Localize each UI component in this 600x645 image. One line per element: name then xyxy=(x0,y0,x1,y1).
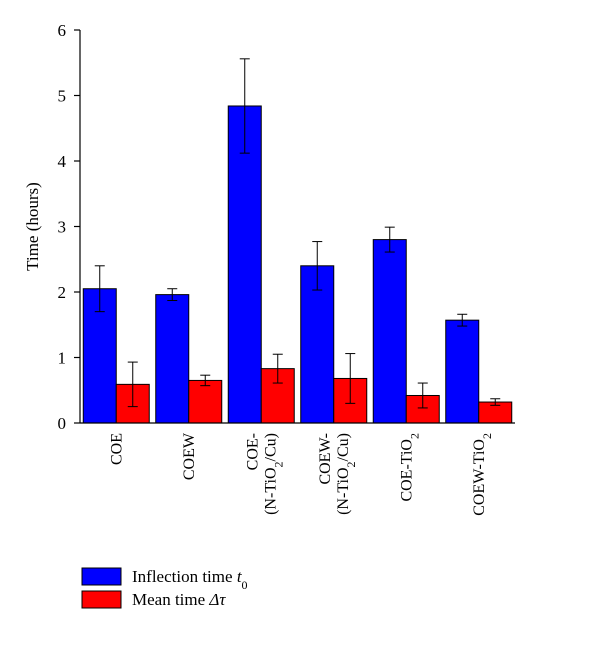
x-category-label-3: COE-(N-TiO2/Cu) xyxy=(244,433,285,515)
mean-error-2 xyxy=(200,374,211,387)
category-label-line1: COEW- xyxy=(317,433,334,485)
category-label-line2: (N-TiO2/Cu) xyxy=(335,433,358,515)
inflection-error-3 xyxy=(239,58,250,154)
inflection-error-5 xyxy=(384,226,395,253)
inflection-error-2 xyxy=(167,288,178,302)
inflection-bar-5 xyxy=(372,239,407,424)
x-category-label-4: COEW-(N-TiO2/Cu) xyxy=(317,433,358,515)
inflection-bar-2 xyxy=(155,294,190,424)
legend-label: Inflection time t0 xyxy=(132,567,248,592)
category-label-line1: COEW-TiO2 xyxy=(471,433,494,516)
category-label-line2: (N-TiO2/Cu) xyxy=(262,433,285,515)
category-label-line1: COE-TiO2 xyxy=(398,433,421,502)
y-tick-label: 2 xyxy=(58,283,67,302)
mean-error-6 xyxy=(490,398,501,406)
inflection-error-4 xyxy=(312,241,323,291)
legend-item-2: Mean time Δτ xyxy=(81,590,226,609)
y-tick-label: 0 xyxy=(58,414,67,433)
legend-item-1: Inflection time t0 xyxy=(81,567,248,592)
category-label-line1: COE xyxy=(108,433,125,465)
inflection-error-6 xyxy=(457,313,468,327)
y-tick-label: 1 xyxy=(58,349,67,368)
bars xyxy=(82,105,513,424)
x-category-label-1: COE xyxy=(108,433,125,465)
error-bars xyxy=(94,58,501,409)
x-axis: COE COEW COE-(N-TiO2/Cu) COEW-(N-TiO2/Cu)CO… xyxy=(80,422,515,516)
x-category-label-2: COEW xyxy=(181,432,198,480)
y-tick-label: 6 xyxy=(58,21,67,40)
y-tick-label: 5 xyxy=(58,87,67,106)
mean-error-1 xyxy=(127,361,138,408)
x-category-label-5: COE-TiO2 xyxy=(398,433,421,502)
mean-error-4 xyxy=(345,353,356,404)
y-axis: 0 1 2 3 4 5 6 xyxy=(58,21,81,433)
mean-error-5 xyxy=(417,382,428,409)
category-label-line1: COEW xyxy=(181,432,198,480)
mean-error-3 xyxy=(272,353,283,384)
legend-swatch xyxy=(81,567,122,586)
y-tick-label: 4 xyxy=(58,152,67,171)
inflection-bar-4 xyxy=(300,265,335,424)
inflection-error-1 xyxy=(94,265,105,313)
inflection-bar-6 xyxy=(445,319,480,424)
legend-label: Mean time Δτ xyxy=(132,590,226,609)
mean-bar-2 xyxy=(188,379,223,424)
legend-swatch xyxy=(81,590,122,609)
x-category-label-6: COEW-TiO2 xyxy=(471,433,494,516)
y-tick-label: 3 xyxy=(58,218,67,237)
category-label-line1: COE- xyxy=(244,433,261,470)
y-axis-title: Time (hours) xyxy=(23,182,42,271)
